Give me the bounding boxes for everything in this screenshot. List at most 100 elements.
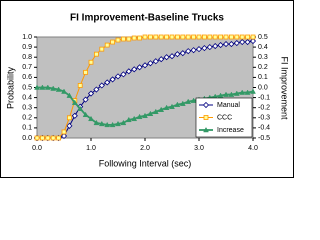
point [82, 111, 89, 118]
point [93, 86, 100, 93]
point [136, 64, 143, 71]
point [71, 112, 78, 119]
point [174, 51, 181, 58]
point [153, 34, 159, 40]
point [228, 91, 235, 97]
x-tick-label: 2.0 [140, 145, 150, 152]
legend-label: Increase [217, 127, 244, 134]
point [196, 34, 202, 40]
x-tick-label: 4.0 [248, 145, 258, 152]
point [195, 46, 203, 53]
point [223, 34, 229, 40]
point [174, 34, 180, 40]
point [71, 99, 78, 105]
y-tick-label: 0.2 [22, 115, 32, 122]
point [141, 62, 149, 69]
point [120, 71, 127, 78]
point [169, 34, 175, 40]
point [98, 120, 105, 127]
point [233, 39, 240, 47]
x-tick-label: 0.0 [32, 145, 42, 152]
y-tick-label: 1.0 [22, 34, 32, 41]
point [233, 90, 240, 96]
point [61, 88, 67, 94]
legend-label: CCC [217, 114, 232, 121]
y-tick-label: 0.4 [22, 94, 32, 101]
point [217, 92, 224, 98]
point [228, 34, 234, 40]
point [115, 120, 121, 127]
y-tick-label: 0.7 [22, 64, 32, 71]
point [87, 90, 95, 97]
point [34, 135, 40, 141]
point [120, 119, 127, 126]
point [93, 119, 100, 126]
point [191, 34, 197, 40]
point [212, 43, 219, 50]
point [66, 92, 73, 98]
point [239, 89, 246, 95]
y2-tick-label: 0.5 [258, 34, 268, 41]
point [239, 34, 245, 40]
y2-tick-label: -0.1 [258, 94, 270, 101]
point [44, 84, 51, 90]
point [121, 36, 126, 42]
point [104, 79, 111, 86]
point [61, 129, 67, 135]
y2-axis-title: FI Improvement [280, 56, 290, 120]
point [212, 34, 218, 40]
chart: FI Improvement-Baseline Trucks Following… [0, 0, 294, 178]
legend-marker [203, 126, 209, 133]
point [77, 105, 84, 111]
y-tick-label: 0.1 [22, 125, 32, 132]
point [164, 34, 170, 40]
point [185, 48, 192, 55]
point [185, 34, 191, 40]
point [179, 100, 186, 106]
point [66, 122, 73, 129]
point [201, 34, 207, 40]
point [228, 41, 235, 48]
point [142, 34, 148, 40]
point [201, 45, 208, 52]
point [250, 34, 256, 40]
point [88, 59, 94, 65]
point [131, 66, 138, 73]
point [60, 132, 68, 140]
point [40, 135, 45, 141]
point [99, 46, 105, 52]
x-tick-label: 3.0 [194, 145, 204, 152]
point [158, 34, 164, 40]
point [169, 103, 175, 109]
point [125, 68, 132, 75]
y2-tick-label: -0.4 [258, 125, 270, 132]
point [244, 89, 251, 95]
point [218, 34, 224, 40]
page: {"chart_data": {"type": "line", "title":… [0, 0, 294, 178]
point [137, 35, 143, 41]
y2-tick-label: 0.0 [258, 84, 268, 91]
point [147, 34, 153, 40]
point [82, 96, 89, 103]
point [147, 110, 154, 117]
point [39, 84, 46, 90]
y-tick-label: 0.6 [22, 74, 32, 81]
point [131, 115, 138, 122]
point [190, 47, 197, 54]
y-tick-label: 0.0 [22, 135, 32, 142]
point [115, 37, 121, 43]
y2-tick-label: 0.1 [258, 74, 268, 81]
point [152, 108, 159, 114]
point [163, 54, 170, 61]
y-tick-label: 0.3 [22, 105, 32, 112]
point [45, 135, 51, 141]
point [223, 91, 229, 97]
point [77, 83, 83, 88]
point [114, 73, 122, 80]
point [83, 69, 88, 75]
point [109, 76, 116, 83]
point [152, 58, 159, 65]
legend-marker [202, 101, 210, 109]
point [174, 101, 181, 107]
x-axis-title: Following Interval (sec) [99, 158, 192, 168]
